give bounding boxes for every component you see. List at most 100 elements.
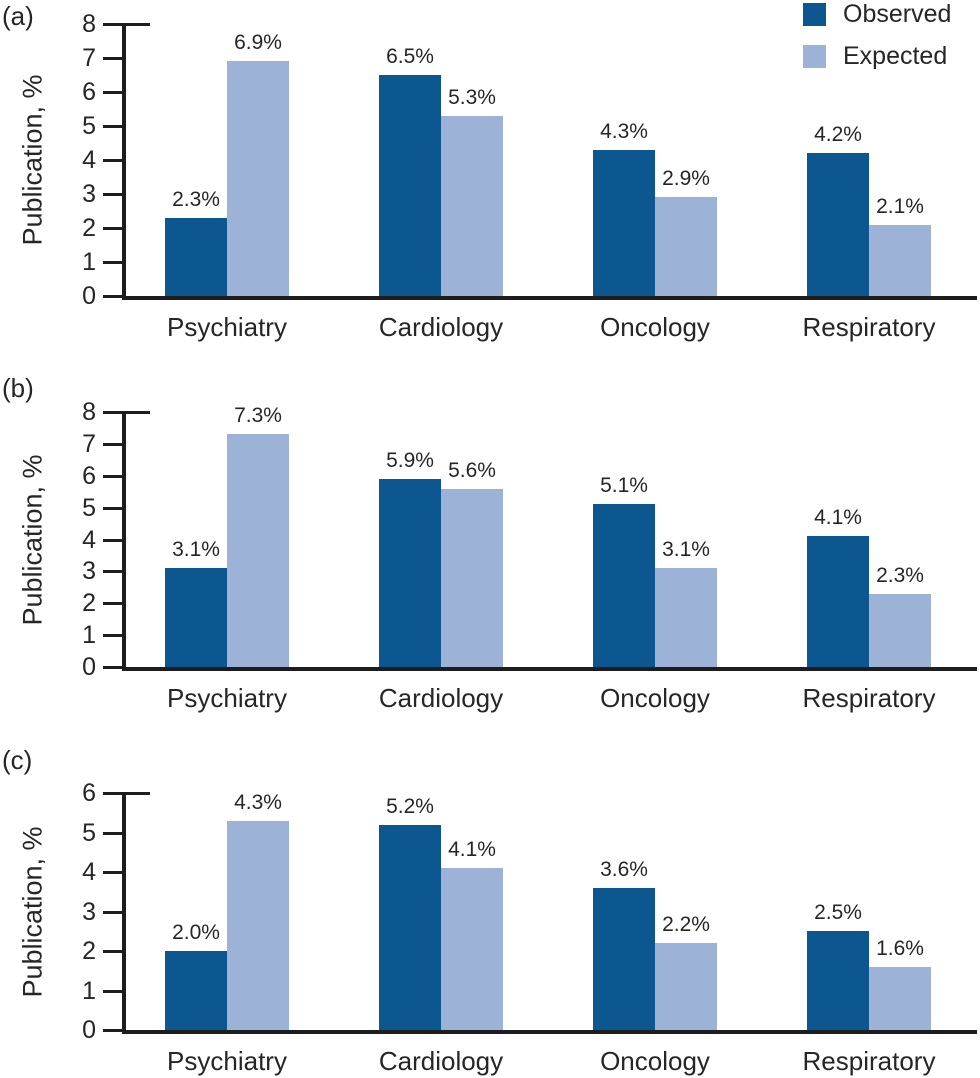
x-axis-line [122,667,977,671]
y-tick-label: 7 [82,429,96,458]
value-label-expected-cardiology: 5.3% [448,85,496,109]
x-category-label-respiratory: Respiratory [802,1046,936,1076]
y-tick [103,159,123,162]
value-label-expected-respiratory: 2.1% [876,194,924,218]
bar-observed-respiratory [807,153,869,296]
y-tick-label: 6 [82,461,96,490]
y-axis-line [122,411,126,671]
value-label-observed-cardiology: 5.2% [386,794,434,818]
y-tick [103,634,123,638]
panel-c: (c) Publication, % 0 1 2 3 4 5 6 2.0% 5.2% 3.6% 2.5… [0,720,980,1078]
value-label-observed-cardiology: 5.9% [386,448,434,472]
x-category-label-psychiatry: Psychiatry [167,312,287,342]
y-axis-line [122,23,126,300]
y-tick [103,125,123,128]
y-tick-label: 4 [82,858,96,886]
y-tick-label: 6 [82,779,96,807]
y-tick [103,989,123,993]
bar-expected-oncology [655,197,717,296]
legend-item-expected: Expected [803,42,951,70]
x-category-label-oncology: Oncology [600,1046,710,1076]
value-label-observed-psychiatry: 2.0% [172,921,220,944]
x-category-label-respiratory: Respiratory [802,683,936,713]
bar-observed-cardiology [379,478,441,667]
bar-expected-cardiology [441,868,503,1030]
x-category-label-cardiology: Cardiology [378,312,504,342]
bar-observed-respiratory [807,931,869,1030]
y-tick [103,950,123,953]
y-tick-label: 8 [82,10,96,38]
y-tick [103,442,123,446]
value-label-observed-psychiatry: 3.1% [172,538,220,562]
y-tick [103,261,123,264]
y-tick-label: 1 [82,621,96,650]
value-label-expected-psychiatry: 6.9% [234,31,282,55]
legend-item-observed: Observed [803,0,952,28]
value-label-observed-respiratory: 2.5% [814,901,862,925]
bar-observed-oncology [593,504,655,667]
bar-expected-psychiatry [227,820,289,1030]
plot-area-c: Publication, % 0 1 2 3 4 5 6 2.0% 5.2% 3.6% 2.5% 4.3… [0,720,980,1078]
y-tick-label: 2 [82,214,96,242]
bar-expected-cardiology [441,488,503,667]
plot-area-b: Publication, % 0 1 2 3 4 5 6 7 8 3.1% 5.9% 5.1% 4.1% 7… [0,360,980,720]
plot-area-a: Publication, % 0 1 2 3 4 5 6 7 8 2.3% 6.5% 4.3% 4.2% 6… [0,0,980,360]
y-tick-label: 8 [82,398,96,426]
y-tick [103,411,150,414]
x-axis-line [122,296,977,300]
value-label-observed-respiratory: 4.1% [814,506,862,530]
y-tick-label: 5 [82,818,96,847]
x-category-label-cardiology: Cardiology [378,683,504,713]
y-tick [103,538,123,542]
y-tick-label: 6 [82,78,96,106]
bar-observed-cardiology [379,75,441,296]
legend-swatch-expected-icon [803,45,826,68]
y-tick-label: 0 [82,282,96,310]
legend-label-observed: Observed [843,0,952,28]
panel-b: (b) Publication, % 0 1 2 3 4 5 6 7 8 3.1% 5.9% 5.1% 4… [0,360,980,720]
value-label-observed-psychiatry: 2.3% [172,187,220,211]
bar-observed-oncology [593,149,655,296]
x-category-label-oncology: Oncology [600,683,710,713]
y-tick-label: 3 [82,180,96,208]
bar-observed-respiratory [807,536,869,667]
y-tick [103,602,123,606]
y-tick [103,91,123,94]
legend-label-expected: Expected [843,42,948,70]
bar-expected-respiratory [869,593,931,667]
y-tick [103,23,150,26]
y-tick-label: 4 [82,525,96,554]
value-label-observed-respiratory: 4.2% [814,123,862,147]
value-label-expected-oncology: 3.1% [662,538,710,562]
y-tick [103,792,150,795]
legend-swatch-observed-icon [803,3,826,26]
y-tick [103,910,123,914]
value-label-expected-oncology: 2.2% [662,913,710,937]
y-tick [103,506,123,510]
panel-letter-b: (b) [2,373,34,403]
y-tick [103,227,123,230]
y-tick [103,831,123,835]
y-tick-label: 2 [82,937,96,965]
bar-expected-cardiology [441,115,503,296]
y-tick [103,295,123,298]
y-tick [103,570,123,574]
x-category-label-cardiology: Cardiology [378,1046,504,1076]
bar-expected-respiratory [869,224,931,296]
value-label-expected-psychiatry: 4.3% [234,790,282,814]
bar-observed-psychiatry [165,951,227,1030]
y-tick-label: 5 [82,112,96,140]
x-category-label-psychiatry: Psychiatry [167,683,287,713]
bar-expected-respiratory [869,966,931,1030]
value-label-expected-psychiatry: 7.3% [234,404,282,428]
x-category-label-respiratory: Respiratory [802,312,936,342]
bar-expected-oncology [655,568,717,667]
y-tick [103,57,123,60]
y-tick [103,193,123,196]
y-tick-label: 2 [82,589,96,618]
x-category-label-psychiatry: Psychiatry [167,1046,287,1076]
bar-expected-psychiatry [227,434,289,667]
y-tick-label: 7 [82,44,96,72]
x-axis-line [122,1030,977,1034]
